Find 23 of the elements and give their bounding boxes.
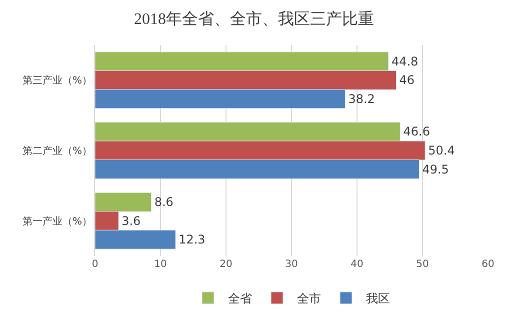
legend-label: 我区 bbox=[366, 292, 390, 306]
data-label: 12.3 bbox=[178, 232, 206, 247]
data-label: 46.6 bbox=[403, 124, 430, 139]
data-label: 3.6 bbox=[122, 214, 141, 228]
data-label: 44.8 bbox=[391, 54, 418, 68]
y-tick-label: 第一产业（%） bbox=[22, 215, 92, 228]
x-tick-label: 0 bbox=[92, 259, 98, 270]
data-label: 46 bbox=[399, 73, 415, 88]
x-tick-label: 20 bbox=[220, 259, 232, 270]
data-label: 8.6 bbox=[154, 195, 174, 210]
data-label: 50.4 bbox=[428, 144, 455, 158]
x-tick-label: 10 bbox=[154, 259, 167, 270]
data-label: 49.5 bbox=[422, 162, 449, 176]
x-tick-label: 60 bbox=[482, 259, 494, 270]
y-tick-label: 第三产业（%） bbox=[22, 74, 92, 87]
legend-label: 全市 bbox=[297, 292, 321, 306]
data-label: 38.2 bbox=[348, 92, 375, 106]
chart-title: 2018年全省、全市、我区三产比重 bbox=[134, 10, 374, 28]
y-tick-label: 第二产业（%） bbox=[22, 145, 92, 157]
legend-label: 全省 bbox=[228, 292, 252, 306]
x-tick-label: 50 bbox=[416, 259, 429, 270]
x-tick-label: 30 bbox=[285, 259, 298, 270]
x-tick-label: 40 bbox=[350, 259, 364, 270]
